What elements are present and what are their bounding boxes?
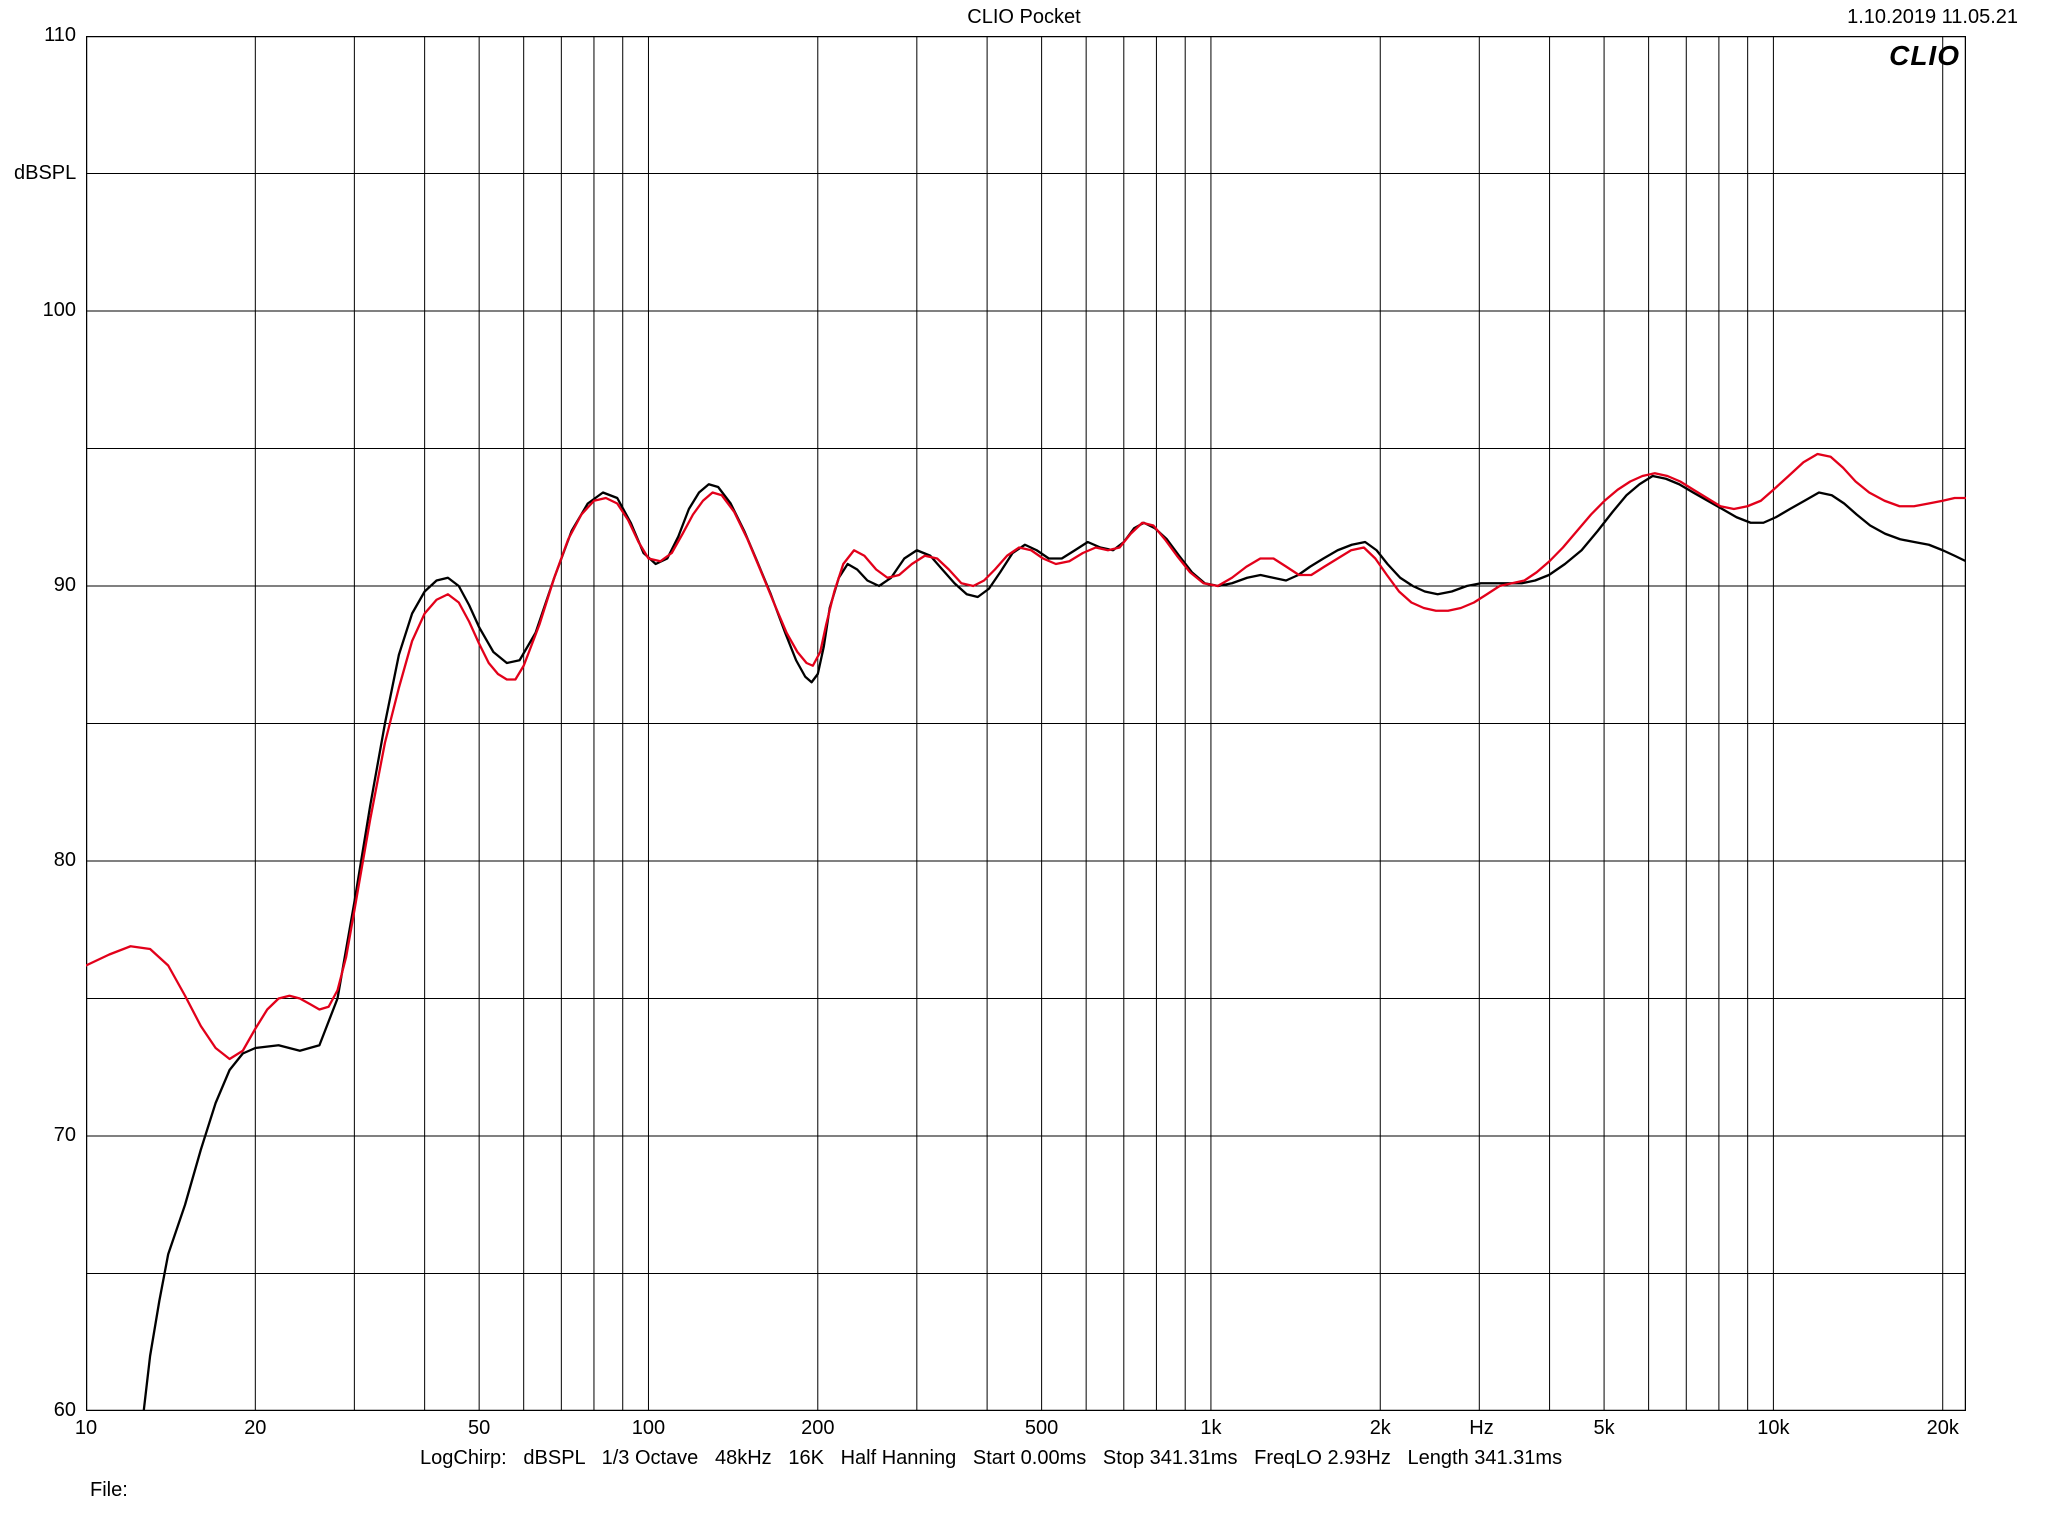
file-label: File: [90,1479,128,1502]
y-tick-label: 60 [54,1399,76,1422]
timestamp: 1.10.2019 11.05.21 [1847,6,2018,29]
x-tick-label: 5k [1594,1417,1615,1440]
chart-svg [86,36,1966,1411]
x-axis-unit-label: Hz [1469,1417,1493,1440]
plot-area: CLIO [86,36,1966,1411]
x-tick-label: 20k [1927,1417,1959,1440]
x-tick-label: 20 [244,1417,266,1440]
x-tick-label: 500 [1025,1417,1058,1440]
y-tick-label: 70 [54,1124,76,1147]
brand-logo: CLIO [1889,40,1960,72]
x-tick-label: 100 [632,1417,665,1440]
x-tick-label: 1k [1200,1417,1221,1440]
y-tick-label: 90 [54,574,76,597]
y-tick-label: 110 [44,24,76,47]
page: CLIO Pocket 1.10.2019 11.05.21 CLIO dBSP… [0,0,2048,1536]
x-tick-label: 10k [1757,1417,1789,1440]
y-axis-label: dBSPL [14,162,76,185]
measurement-params: LogChirp: dBSPL 1/3 Octave 48kHz 16K Hal… [420,1447,1562,1470]
x-tick-label: 50 [468,1417,490,1440]
x-tick-label: 2k [1370,1417,1391,1440]
x-tick-label: 200 [801,1417,834,1440]
x-tick-label: 10 [75,1417,97,1440]
y-tick-label: 80 [54,849,76,872]
chart-title: CLIO Pocket [0,6,2048,29]
y-tick-label: 100 [43,299,76,322]
